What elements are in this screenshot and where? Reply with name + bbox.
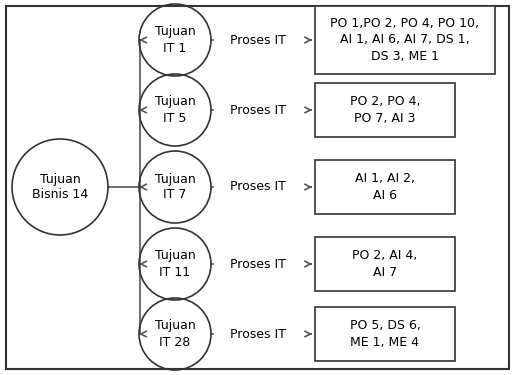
FancyBboxPatch shape <box>315 6 495 74</box>
Text: PO 1,PO 2, PO 4, PO 10,
AI 1, AI 6, AI 7, DS 1,
DS 3, ME 1: PO 1,PO 2, PO 4, PO 10, AI 1, AI 6, AI 7… <box>331 17 479 63</box>
FancyBboxPatch shape <box>315 237 455 291</box>
Text: Tujuan
IT 28: Tujuan IT 28 <box>154 320 195 348</box>
Text: AI 1, AI 2,
AI 6: AI 1, AI 2, AI 6 <box>355 172 415 202</box>
FancyBboxPatch shape <box>315 160 455 214</box>
Text: Tujuan
IT 7: Tujuan IT 7 <box>154 172 195 201</box>
Text: Tujuan
IT 5: Tujuan IT 5 <box>154 96 195 124</box>
Text: Tujuan
IT 11: Tujuan IT 11 <box>154 249 195 279</box>
FancyBboxPatch shape <box>315 307 455 361</box>
Text: Proses IT: Proses IT <box>230 258 286 270</box>
Text: Proses IT: Proses IT <box>230 33 286 46</box>
Text: PO 5, DS 6,
ME 1, ME 4: PO 5, DS 6, ME 1, ME 4 <box>350 319 420 349</box>
Text: Proses IT: Proses IT <box>230 327 286 340</box>
Text: Proses IT: Proses IT <box>230 104 286 117</box>
FancyBboxPatch shape <box>315 83 455 137</box>
Text: Tujuan
Bisnis 14: Tujuan Bisnis 14 <box>32 172 88 201</box>
Text: PO 2, AI 4,
AI 7: PO 2, AI 4, AI 7 <box>352 249 418 279</box>
Text: Tujuan
IT 1: Tujuan IT 1 <box>154 26 195 54</box>
Text: Proses IT: Proses IT <box>230 180 286 194</box>
Text: PO 2, PO 4,
PO 7, AI 3: PO 2, PO 4, PO 7, AI 3 <box>350 95 420 125</box>
